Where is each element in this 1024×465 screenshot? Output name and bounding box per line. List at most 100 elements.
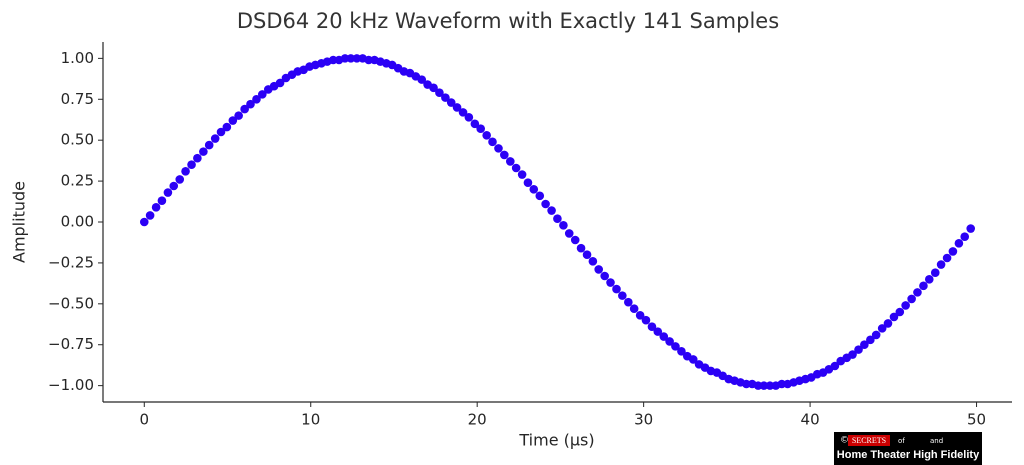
sample-point	[647, 322, 657, 332]
sample-point	[157, 196, 167, 206]
sample-point	[871, 330, 881, 340]
sample-point	[936, 260, 946, 269]
logo-of: of	[898, 437, 905, 445]
sample-point	[511, 163, 521, 173]
sample-point	[677, 346, 686, 356]
sample-point	[482, 130, 491, 140]
sample-point	[877, 324, 887, 333]
sample-point	[494, 144, 503, 153]
sample-point	[848, 350, 857, 359]
sample-point	[948, 247, 958, 256]
sample-point	[529, 184, 539, 194]
sample-point	[924, 274, 934, 284]
sample-point	[564, 229, 574, 238]
sample-point	[506, 157, 515, 166]
logo-brand: SECRETS	[852, 436, 886, 445]
sample-point	[553, 214, 562, 224]
sample-point	[210, 134, 220, 143]
logo-badge	[848, 435, 890, 446]
y-tick-label: 0.25	[61, 172, 94, 190]
sample-point	[464, 112, 474, 122]
y-tick-label: −0.75	[48, 335, 94, 353]
sample-point	[435, 88, 444, 98]
sample-point	[942, 253, 952, 263]
sample-point	[275, 78, 285, 88]
sample-point	[234, 111, 243, 120]
y-tick-label: 0.75	[61, 90, 94, 108]
sample-point	[966, 224, 976, 233]
sample-point	[866, 335, 875, 345]
sample-point	[222, 122, 232, 132]
sample-point	[960, 232, 970, 242]
chart-title: DSD64 20 kHz Waveform with Exactly 141 S…	[237, 9, 779, 33]
sample-point	[228, 116, 238, 125]
sample-point	[600, 271, 609, 281]
sample-point	[193, 153, 202, 163]
sample-point	[523, 178, 533, 188]
sample-point	[901, 301, 910, 310]
sample-point	[346, 54, 356, 63]
sample-point	[417, 75, 427, 84]
sample-point	[240, 104, 249, 114]
logo: © SECRETS of and Home Theater High Fidel…	[834, 432, 982, 465]
sample-point	[576, 243, 586, 253]
sample-point	[559, 220, 568, 230]
sample-point	[606, 278, 615, 287]
sample-point	[139, 217, 149, 227]
sample-point	[671, 342, 680, 351]
sample-point	[883, 319, 893, 328]
y-tick-label: −1.00	[48, 376, 94, 394]
logo-name: Home Theater High Fidelity	[837, 449, 980, 461]
sample-point	[930, 268, 940, 278]
sample-point	[246, 99, 255, 109]
sample-point	[919, 281, 928, 291]
sample-point	[907, 294, 916, 304]
y-tick-label: −0.25	[48, 253, 94, 271]
sample-point	[594, 265, 603, 274]
sample-point	[612, 284, 621, 294]
sample-point	[659, 332, 669, 341]
sample-point	[570, 235, 580, 245]
sample-point	[913, 288, 922, 297]
sample-point	[488, 137, 497, 147]
sample-point	[535, 191, 545, 201]
x-tick-label: 30	[634, 411, 653, 429]
sample-point	[216, 127, 226, 137]
sample-point	[588, 256, 598, 266]
sample-point	[257, 90, 267, 99]
sample-point	[547, 206, 556, 215]
logo-and: and	[930, 437, 943, 445]
sample-point	[470, 119, 480, 129]
y-axis-label: Amplitude	[10, 181, 29, 263]
sample-point	[476, 124, 485, 134]
sample-point	[429, 83, 438, 93]
x-tick-label: 0	[140, 411, 150, 429]
sample-point	[954, 238, 964, 248]
sample-point	[452, 103, 462, 112]
sample-point	[204, 140, 214, 150]
sample-point	[895, 307, 905, 317]
sample-point	[163, 188, 173, 197]
y-tick-label: 0.00	[61, 213, 94, 231]
sample-point	[145, 211, 155, 220]
sample-point	[458, 108, 468, 117]
x-tick-label: 10	[301, 411, 320, 429]
sample-point	[181, 166, 190, 176]
sample-point	[860, 340, 869, 350]
x-tick-label: 50	[967, 411, 986, 429]
sample-point	[500, 150, 509, 160]
sample-point	[582, 250, 592, 260]
sample-point	[151, 202, 161, 212]
sample-point	[653, 327, 663, 336]
sample-point	[641, 315, 651, 325]
sample-point	[446, 98, 456, 107]
sample-point	[517, 170, 527, 179]
logo-mark: ©	[840, 436, 849, 446]
sample-point	[854, 345, 863, 354]
sample-point	[889, 312, 899, 322]
sample-point	[169, 181, 179, 191]
sample-point	[175, 175, 185, 184]
x-tick-label: 40	[801, 411, 820, 429]
